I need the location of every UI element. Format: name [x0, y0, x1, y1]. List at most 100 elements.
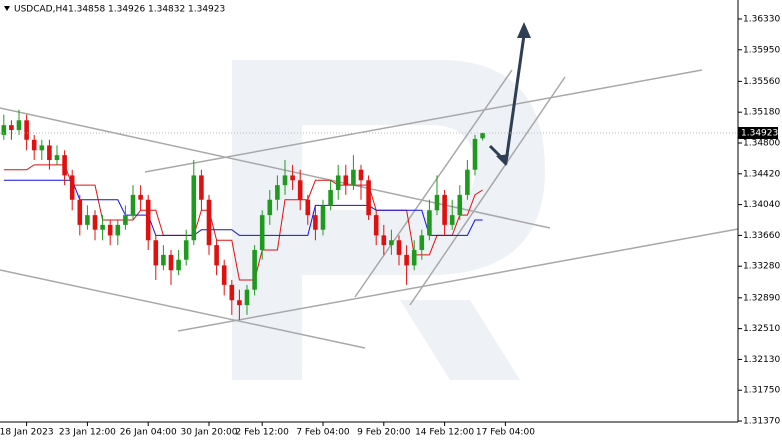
x-tick-label: 2 Feb 12:00: [236, 428, 290, 438]
menu-icon[interactable]: [4, 6, 10, 11]
candle-body: [199, 175, 204, 200]
candle-body: [237, 300, 242, 306]
candle-body: [351, 169, 356, 186]
y-tick-label: 1.34800: [743, 138, 780, 148]
candle-body: [161, 254, 166, 266]
candle-body: [259, 215, 265, 250]
candle-body: [328, 190, 333, 206]
candle-body: [343, 175, 349, 186]
candle-body: [396, 240, 402, 255]
y-tick-label: 1.34420: [743, 169, 780, 179]
candle-body: [427, 210, 432, 236]
candle-body: [100, 224, 105, 230]
candle-body: [62, 155, 67, 176]
candle-body: [221, 265, 227, 285]
candle-body: [297, 180, 303, 200]
ohlc-open: 1.34858: [68, 5, 105, 15]
y-tick-label: 1.31750: [743, 386, 780, 396]
candle-body: [206, 199, 212, 246]
price-tag-label: 1.34923: [741, 129, 778, 139]
candle-body: [183, 240, 189, 260]
candle-body: [145, 199, 151, 241]
symbol-label: USDCAD,H4: [14, 5, 68, 15]
x-tick-label: 7 Feb 04:00: [296, 428, 350, 438]
y-tick-label: 1.33660: [743, 231, 780, 241]
candle-body: [115, 224, 121, 236]
watermark: [232, 60, 545, 380]
x-tick-label: 18 Jan 2023: [0, 428, 54, 438]
candle-body: [290, 175, 295, 181]
candle-body: [168, 254, 174, 271]
x-tick-label: 17 Feb 04:00: [476, 428, 535, 438]
candle-body: [244, 289, 250, 306]
candle-body: [389, 240, 394, 246]
y-tick-label: 1.35560: [743, 77, 780, 87]
candle-body: [1, 125, 7, 135]
y-tick-label: 1.35950: [743, 45, 780, 55]
x-tick-label: 9 Feb 20:00: [357, 428, 411, 438]
y-tick-label: 1.35180: [743, 108, 780, 118]
candle-body: [373, 215, 379, 236]
candle-body: [419, 235, 425, 250]
candle-body: [282, 175, 288, 186]
candle-body: [335, 175, 341, 191]
candle-body: [47, 145, 52, 161]
candle-body: [138, 194, 143, 200]
candle-body: [449, 215, 455, 225]
ohlc-high: 1.34926: [108, 5, 145, 15]
y-tick-label: 1.31370: [743, 417, 780, 427]
candle-body: [69, 175, 75, 200]
candle-body: [313, 215, 318, 230]
candle-body: [411, 249, 417, 266]
x-tick-label: 30 Jan 20:00: [181, 428, 238, 438]
trend-lines: [0, 69, 739, 349]
candle-body: [267, 199, 273, 216]
x-tick-label: 26 Jan 04:00: [120, 428, 177, 438]
candle-body: [16, 120, 22, 131]
candle-body: [320, 205, 326, 230]
candle-body: [275, 185, 280, 200]
candle-body: [404, 254, 409, 266]
candle-body: [434, 194, 440, 211]
candle-body: [305, 199, 311, 216]
candle-body: [9, 125, 14, 131]
candle-body: [77, 199, 83, 225]
candle-body: [442, 194, 447, 225]
y-tick-label: 1.32890: [743, 293, 780, 303]
candle-body: [214, 245, 219, 266]
candle-body: [31, 139, 37, 151]
candle-body: [480, 133, 485, 139]
candle-body: [123, 215, 128, 225]
price-tag: [738, 127, 778, 140]
x-tick-label: 14 Feb 12:00: [415, 428, 474, 438]
candle-body: [153, 240, 159, 266]
y-tick-label: 1.32130: [743, 355, 780, 365]
candle-body: [472, 138, 478, 170]
candle-body: [191, 175, 197, 241]
candle-body: [366, 180, 371, 216]
forecast-arrow: [488, 22, 531, 166]
candle-body: [381, 235, 387, 246]
candle-body: [54, 155, 60, 161]
candle-body: [457, 194, 463, 216]
candle-body: [465, 169, 470, 195]
y-tick-label: 1.36330: [743, 14, 780, 24]
ohlc-close: 1.34923: [188, 5, 225, 15]
ohlc-low: 1.34832: [148, 5, 185, 15]
candle-body: [107, 224, 113, 236]
candle-body: [229, 284, 235, 301]
candle-body: [130, 194, 136, 216]
candle-body: [39, 145, 45, 151]
candle-body: [24, 120, 29, 140]
candle-body: [176, 259, 181, 271]
y-tick-label: 1.34040: [743, 200, 780, 210]
indicator-line: [3, 179, 483, 236]
x-tick-label: 23 Jan 12:00: [59, 428, 116, 438]
candle-body: [252, 249, 257, 290]
y-tick-label: 1.33280: [743, 262, 780, 272]
candle-body: [85, 215, 90, 225]
candle-body: [358, 169, 364, 181]
candle-body: [92, 215, 98, 230]
plot-area: [0, 109, 738, 320]
